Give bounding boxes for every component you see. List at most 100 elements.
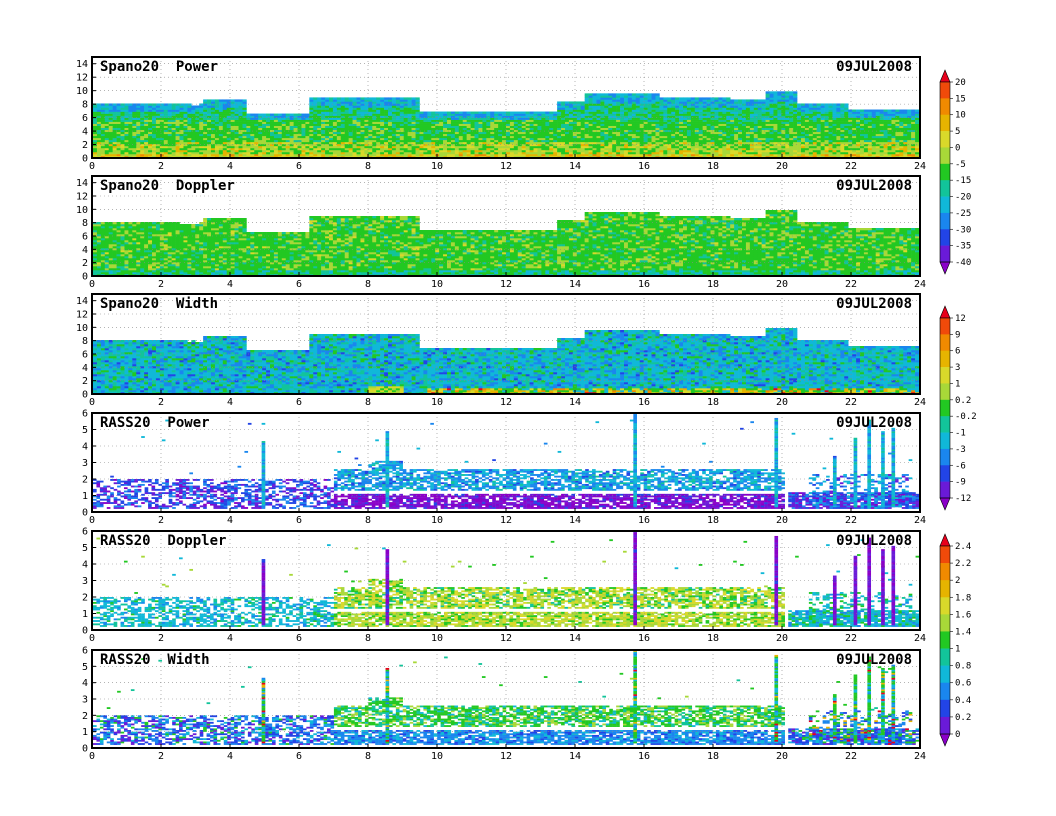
data-cell <box>364 147 369 151</box>
data-cell <box>742 145 747 149</box>
data-cell <box>714 103 719 106</box>
data-cell <box>376 119 381 122</box>
data-cell <box>494 133 499 137</box>
data-cell <box>565 149 570 153</box>
data-cell <box>513 119 519 122</box>
data-cell <box>163 135 169 139</box>
data-cell <box>238 117 243 120</box>
data-cell <box>364 111 369 114</box>
data-cell <box>183 129 188 133</box>
data-cell <box>332 109 338 112</box>
data-cell <box>690 111 696 114</box>
data-cell <box>545 143 550 147</box>
data-cell <box>313 121 318 124</box>
data-cell <box>183 111 188 114</box>
data-cell <box>419 113 424 116</box>
data-cell <box>116 109 121 112</box>
data-cell <box>793 113 798 116</box>
data-cell <box>781 99 786 102</box>
data-cell <box>506 125 511 128</box>
data-cell <box>183 109 188 112</box>
data-cell <box>104 131 110 135</box>
data-cell <box>450 137 456 141</box>
data-cell <box>309 127 314 131</box>
data-cell <box>761 147 766 151</box>
data-cell <box>706 109 711 112</box>
data-cell <box>285 115 290 118</box>
data-cell <box>376 115 381 118</box>
data-cell <box>604 147 609 151</box>
data-cell <box>576 145 582 149</box>
data-cell <box>525 143 530 147</box>
data-cell <box>793 121 798 124</box>
data-cell <box>671 151 676 155</box>
data-cell <box>679 127 684 131</box>
data-cell <box>608 97 613 100</box>
data-cell <box>305 133 310 137</box>
data-cell <box>128 121 133 124</box>
data-cell <box>765 145 770 149</box>
data-cell <box>761 111 766 114</box>
data-cell <box>482 141 487 145</box>
data-cell <box>517 115 523 118</box>
data-cell <box>152 153 157 157</box>
data-cell <box>608 139 613 143</box>
data-cell <box>325 115 330 118</box>
data-cell <box>112 119 117 122</box>
data-cell <box>266 137 271 141</box>
data-cell <box>403 119 408 122</box>
data-cell <box>655 115 660 118</box>
data-cell <box>167 141 172 145</box>
data-cell <box>533 135 538 139</box>
data-cell <box>329 97 334 100</box>
data-cell <box>474 117 479 120</box>
data-cell <box>159 127 165 131</box>
data-cell <box>572 119 578 122</box>
data-cell <box>301 135 306 139</box>
data-cell <box>183 113 188 116</box>
data-cell <box>211 109 216 112</box>
data-cell <box>214 147 220 151</box>
data-cell <box>391 103 397 106</box>
data-cell <box>533 125 538 128</box>
data-cell <box>368 149 373 153</box>
data-cell <box>521 143 526 147</box>
data-cell <box>277 119 283 122</box>
data-cell <box>588 101 593 104</box>
data-cell <box>108 115 113 118</box>
data-cell <box>313 103 318 106</box>
data-cell <box>187 145 192 149</box>
data-cell <box>226 153 231 157</box>
data-cell <box>152 129 157 133</box>
data-cell <box>391 127 397 131</box>
data-cell <box>761 113 766 116</box>
data-cell <box>104 145 110 149</box>
data-cell <box>96 141 102 145</box>
data-cell <box>152 141 157 145</box>
data-cell <box>352 127 357 131</box>
data-cell <box>541 127 546 131</box>
data-cell <box>600 119 605 122</box>
data-cell <box>506 137 511 141</box>
data-cell <box>643 133 648 137</box>
data-cell <box>301 153 306 157</box>
data-cell <box>592 143 597 147</box>
data-cell <box>600 143 605 147</box>
data-cell <box>277 135 283 139</box>
data-cell <box>686 149 692 153</box>
data-cell <box>635 109 641 112</box>
data-cell <box>478 121 483 124</box>
data-cell <box>604 127 609 131</box>
data-cell <box>675 145 680 149</box>
data-cell <box>541 125 546 128</box>
data-cell <box>336 107 342 110</box>
data-cell <box>167 105 172 108</box>
data-cell <box>443 117 448 120</box>
data-cell <box>494 111 499 114</box>
data-cell <box>380 145 385 149</box>
data-cell <box>317 111 322 114</box>
data-cell <box>179 115 184 118</box>
data-cell <box>600 147 605 151</box>
data-cell <box>321 131 326 135</box>
data-cell <box>694 153 700 157</box>
